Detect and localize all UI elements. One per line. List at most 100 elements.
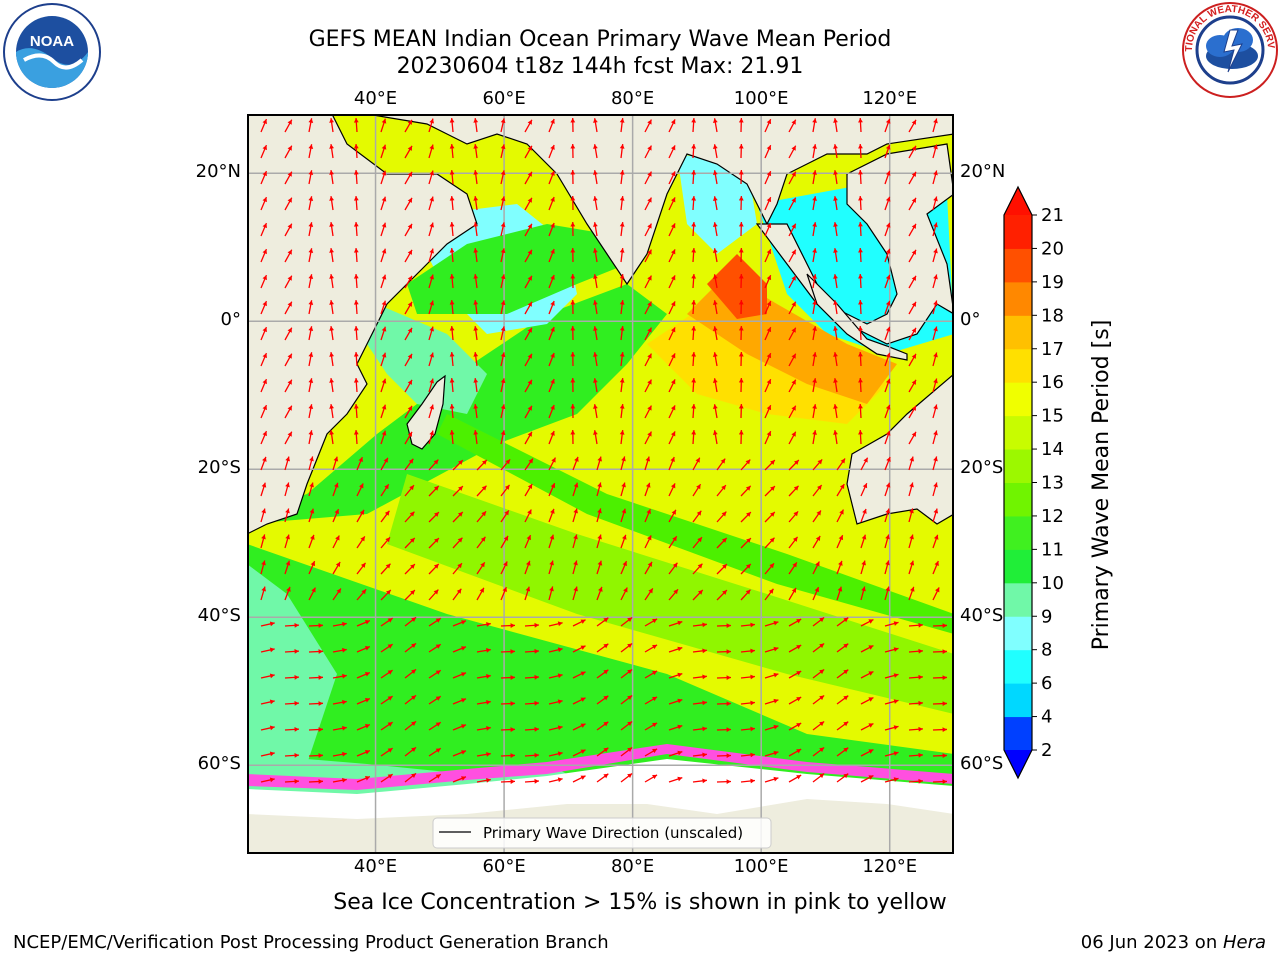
wave-arrow <box>329 326 334 341</box>
wave-arrow <box>884 378 891 393</box>
wave-arrow <box>908 431 917 445</box>
wave-arrow <box>716 589 728 601</box>
wave-arrow <box>548 647 563 653</box>
colorbar-tick-label: 14 <box>1041 439 1064 460</box>
wave-arrow <box>716 727 732 733</box>
wave-arrow <box>620 746 633 757</box>
wave-arrow <box>619 222 625 237</box>
wave-arrow <box>524 275 533 289</box>
wave-arrow <box>812 773 825 783</box>
wave-arrow <box>764 562 775 575</box>
wave-arrow <box>524 648 540 654</box>
wave-arrow <box>593 300 598 315</box>
colorbar-over-triangle <box>1004 187 1032 215</box>
wave-arrow <box>476 561 486 575</box>
wave-arrow <box>644 249 653 263</box>
wave-arrow <box>644 327 653 341</box>
wave-arrow <box>764 620 779 627</box>
wave-arrow <box>884 456 891 471</box>
wave-arrow <box>812 484 823 497</box>
lon-label-bottom: 100°E <box>733 856 789 877</box>
wave-arrow <box>738 169 744 185</box>
wave-arrow <box>764 485 776 497</box>
wave-arrow <box>428 404 435 419</box>
wave-arrow <box>329 274 334 289</box>
wave-arrow <box>524 622 540 628</box>
wave-arrow <box>476 536 486 549</box>
wave-arrow <box>884 430 891 445</box>
wave-arrow <box>712 118 718 133</box>
wave-arrow <box>619 300 625 315</box>
wave-arrow <box>812 535 821 549</box>
wave-arrow <box>572 671 586 679</box>
wave-arrow <box>548 621 563 627</box>
wave-arrow <box>524 223 533 237</box>
wave-arrow <box>380 483 390 497</box>
wave-arrow <box>788 536 799 549</box>
wave-arrow <box>548 326 555 341</box>
wave-arrow <box>356 456 363 471</box>
wave-arrow <box>884 699 899 705</box>
wave-arrow <box>858 143 863 159</box>
wave-arrow <box>836 560 843 575</box>
wave-arrow <box>452 620 467 627</box>
wave-arrow <box>619 248 625 263</box>
wave-arrow <box>572 560 578 575</box>
wave-arrow <box>712 222 718 237</box>
wave-arrow <box>284 145 293 159</box>
wave-arrow <box>932 560 939 575</box>
wave-arrow <box>788 223 797 237</box>
wave-arrow <box>353 299 359 315</box>
wave-arrow <box>572 482 579 497</box>
wave-arrow <box>428 118 435 133</box>
wave-arrow <box>473 326 479 341</box>
wave-arrow <box>548 378 555 393</box>
wave-arrow <box>329 430 334 445</box>
period-band-aqua-southwest <box>247 564 337 794</box>
wave-arrow <box>284 778 300 784</box>
colorbar-tick-label: 17 <box>1041 339 1064 360</box>
wave-arrow <box>452 646 467 653</box>
wave-arrow <box>668 223 676 237</box>
period-band-cyan-bengal <box>677 154 757 254</box>
wave-arrow <box>908 379 917 393</box>
wave-arrow <box>812 378 817 393</box>
wave-arrow <box>473 196 479 211</box>
wave-arrow <box>668 197 676 211</box>
wave-arrow <box>812 404 817 419</box>
wave-arrow <box>452 537 463 549</box>
wave-arrow <box>356 723 371 731</box>
wave-arrow <box>404 431 413 445</box>
wave-arrow <box>548 534 555 549</box>
wave-arrow <box>353 169 359 185</box>
wave-arrow <box>548 196 555 211</box>
wave-arrow <box>932 482 938 497</box>
wave-arrow <box>812 222 817 237</box>
wave-arrow <box>908 560 915 575</box>
wave-arrow <box>428 352 435 367</box>
wave-arrow <box>740 459 751 471</box>
wave-arrow <box>644 405 653 419</box>
wave-arrow <box>764 750 779 757</box>
wave-arrow <box>524 405 533 419</box>
colorbar-segment <box>1004 281 1032 316</box>
wave-arrow <box>500 727 516 732</box>
wave-arrow <box>596 508 602 523</box>
wave-arrow <box>570 377 576 393</box>
wave-arrow <box>620 720 633 731</box>
wave-arrow <box>644 588 654 601</box>
wave-arrow <box>572 723 586 731</box>
wave-arrow <box>260 456 267 471</box>
wave-arrow <box>452 724 467 731</box>
wave-arrow <box>329 196 334 211</box>
wave-arrow <box>260 725 275 731</box>
wave-arrow <box>548 430 555 445</box>
wave-arrow <box>329 352 334 367</box>
wave-arrow <box>308 727 324 732</box>
wave-arrow <box>428 695 442 705</box>
wave-arrow <box>353 247 359 263</box>
chart-title: GEFS MEAN Indian Ocean Primary Wave Mean… <box>308 27 892 52</box>
wave-arrow <box>740 752 755 758</box>
wave-arrow <box>619 196 625 211</box>
wave-arrow <box>524 778 540 784</box>
